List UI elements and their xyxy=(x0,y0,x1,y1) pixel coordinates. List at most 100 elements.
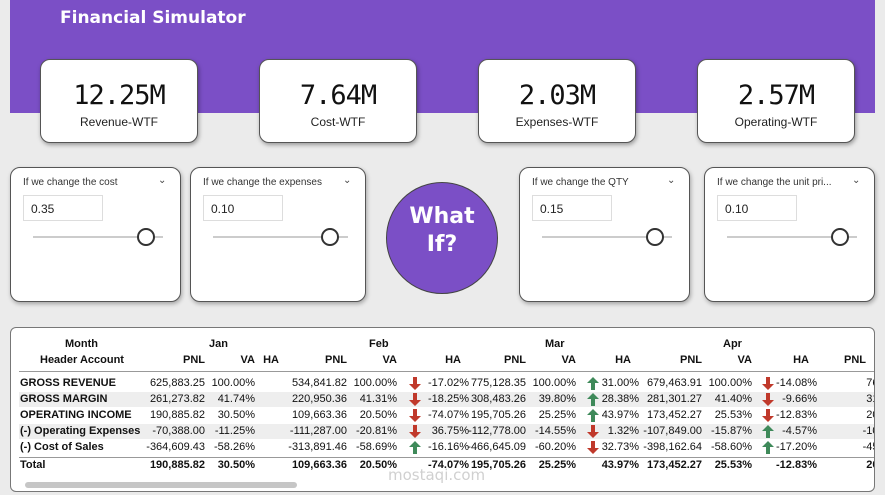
cell-pnl[interactable]: 767,590 xyxy=(866,377,874,389)
chevron-down-icon[interactable]: ⌄ xyxy=(158,175,167,186)
cell-va[interactable]: 100.00% xyxy=(532,377,576,389)
total-va[interactable]: 25.25% xyxy=(538,459,576,471)
cell-pnl[interactable]: -112,778.00 xyxy=(468,425,526,437)
cell-va[interactable]: -15.87% xyxy=(711,425,752,437)
cell-ha[interactable]: -17.02% xyxy=(428,377,469,389)
chevron-down-icon[interactable]: ⌄ xyxy=(667,175,676,186)
cell-pnl[interactable]: -364,609.43 xyxy=(146,441,205,453)
cell-ha[interactable]: 28.38% xyxy=(601,393,639,405)
horizontal-scrollbar[interactable] xyxy=(25,482,297,488)
total-ha[interactable]: 43.97% xyxy=(601,459,639,471)
cell-pnl[interactable]: 195,705.26 xyxy=(470,409,526,421)
row-header[interactable]: GROSS REVENUE xyxy=(20,377,116,389)
cell-pnl[interactable]: 190,885.82 xyxy=(149,409,205,421)
chevron-down-icon[interactable]: ⌄ xyxy=(343,175,352,186)
cell-pnl[interactable]: -313,891.46 xyxy=(288,441,347,453)
cell-pnl[interactable]: 625,883.25 xyxy=(149,377,205,389)
cell-pnl[interactable]: -466,645.09 xyxy=(467,441,526,453)
chevron-down-icon[interactable]: ⌄ xyxy=(852,175,861,186)
slicer-unit-price[interactable]: If we change the unit pri... ⌄ 0.10 xyxy=(704,167,875,302)
cell-pnl[interactable]: -70,388.00 xyxy=(152,425,205,437)
kpi-card-revenue[interactable]: 12.25M Revenue-WTF xyxy=(40,59,198,143)
slicer-expenses[interactable]: If we change the expenses ⌄ 0.10 xyxy=(190,167,366,302)
row-header[interactable]: OPERATING INCOME xyxy=(20,409,132,421)
kpi-card-operating[interactable]: 2.57M Operating-WTF xyxy=(697,59,855,143)
cell-ha[interactable]: -9.66% xyxy=(782,393,817,405)
slider-handle[interactable] xyxy=(137,228,155,246)
cell-va[interactable]: 100.00% xyxy=(353,377,397,389)
cell-pnl[interactable]: 109,663.36 xyxy=(291,409,347,421)
cell-va[interactable]: 20.50% xyxy=(359,409,397,421)
cell-ha[interactable]: -17.20% xyxy=(776,441,817,453)
cell-va[interactable]: -20.81% xyxy=(356,425,397,437)
cell-va[interactable]: 25.53% xyxy=(714,409,752,421)
cell-va[interactable]: -58.69% xyxy=(356,441,397,453)
cell-va[interactable]: -58.60% xyxy=(711,441,752,453)
cell-ha[interactable]: 36.75% xyxy=(431,425,469,437)
cell-va[interactable]: 30.50% xyxy=(217,409,255,421)
cell-ha[interactable]: 31.00% xyxy=(601,377,639,389)
slicer-value-input[interactable]: 0.15 xyxy=(532,195,612,221)
slider-handle[interactable] xyxy=(646,228,664,246)
cell-pnl[interactable]: 281,301.27 xyxy=(646,393,702,405)
cell-pnl[interactable]: 220,950.36 xyxy=(291,393,347,405)
slider-track[interactable] xyxy=(213,236,348,238)
cell-pnl[interactable]: 173,452.27 xyxy=(646,409,702,421)
cell-ha[interactable]: -12.83% xyxy=(776,409,817,421)
cell-ha[interactable]: -4.57% xyxy=(782,425,817,437)
cell-va[interactable]: -60.20% xyxy=(535,441,576,453)
cell-va[interactable]: 41.40% xyxy=(714,393,752,405)
total-pnl[interactable]: 109,663.36 xyxy=(291,459,347,471)
cell-pnl[interactable]: 534,841.82 xyxy=(291,377,347,389)
slider-track[interactable] xyxy=(727,236,857,238)
total-va[interactable]: 20.50% xyxy=(359,459,397,471)
row-header-total[interactable]: Total xyxy=(20,459,46,471)
cell-ha[interactable]: 43.97% xyxy=(601,409,639,421)
cell-va[interactable]: -11.25% xyxy=(214,425,255,437)
cell-pnl[interactable]: 207,371 xyxy=(866,409,874,421)
kpi-card-cost[interactable]: 7.64M Cost-WTF xyxy=(259,59,417,143)
slicer-value-input[interactable]: 0.10 xyxy=(203,195,283,221)
total-pnl[interactable]: 173,452.27 xyxy=(646,459,702,471)
total-ha[interactable]: -74.07% xyxy=(428,459,469,471)
slider-track[interactable] xyxy=(33,236,163,238)
cell-pnl[interactable]: -398,162.64 xyxy=(643,441,702,453)
cell-va[interactable]: -14.55% xyxy=(535,425,576,437)
total-pnl[interactable]: 190,885.82 xyxy=(149,459,205,471)
cell-ha[interactable]: -18.25% xyxy=(428,393,469,405)
pnl-matrix[interactable]: Month Header Account Jan Feb Mar Apr PNL… xyxy=(10,327,875,492)
cell-ha[interactable]: -16.16% xyxy=(428,441,469,453)
slider-track[interactable] xyxy=(542,236,672,238)
cell-va[interactable]: 25.25% xyxy=(538,409,576,421)
slicer-qty[interactable]: If we change the QTY ⌄ 0.15 xyxy=(519,167,690,302)
cell-pnl[interactable]: 775,128.35 xyxy=(470,377,526,389)
slicer-cost[interactable]: If we change the cost ⌄ 0.35 xyxy=(10,167,181,302)
cell-ha[interactable]: 32.73% xyxy=(601,441,639,453)
cell-ha[interactable]: 1.32% xyxy=(607,425,639,437)
cell-pnl[interactable]: -451,435 xyxy=(862,441,874,453)
cell-pnl[interactable]: -108,783 xyxy=(862,425,874,437)
cell-va[interactable]: 41.74% xyxy=(217,393,255,405)
cell-va[interactable]: 41.31% xyxy=(359,393,397,405)
cell-va[interactable]: -58.26% xyxy=(214,441,255,453)
total-pnl[interactable]: 195,705.26 xyxy=(470,459,526,471)
cell-pnl[interactable]: 316,154 xyxy=(866,393,874,405)
row-header[interactable]: GROSS MARGIN xyxy=(20,393,108,405)
total-pnl[interactable]: 207,371 xyxy=(866,459,874,471)
total-va[interactable]: 25.53% xyxy=(714,459,752,471)
row-header[interactable]: (-) Operating Expenses xyxy=(20,425,141,437)
cell-pnl[interactable]: 308,483.26 xyxy=(470,393,526,405)
slider-handle[interactable] xyxy=(831,228,849,246)
slicer-value-input[interactable]: 0.10 xyxy=(717,195,797,221)
cell-pnl[interactable]: -107,849.00 xyxy=(643,425,702,437)
cell-pnl[interactable]: -111,287.00 xyxy=(289,425,347,437)
cell-ha[interactable]: -14.08% xyxy=(776,377,817,389)
cell-pnl[interactable]: 261,273.82 xyxy=(149,393,205,405)
cell-va[interactable]: 100.00% xyxy=(211,377,255,389)
cell-pnl[interactable]: 679,463.91 xyxy=(646,377,702,389)
row-header[interactable]: (-) Cost of Sales xyxy=(20,441,104,453)
cell-ha[interactable]: -74.07% xyxy=(428,409,469,421)
cell-va[interactable]: 39.80% xyxy=(538,393,576,405)
slicer-value-input[interactable]: 0.35 xyxy=(23,195,103,221)
kpi-card-expenses[interactable]: 2.03M Expenses-WTF xyxy=(478,59,636,143)
